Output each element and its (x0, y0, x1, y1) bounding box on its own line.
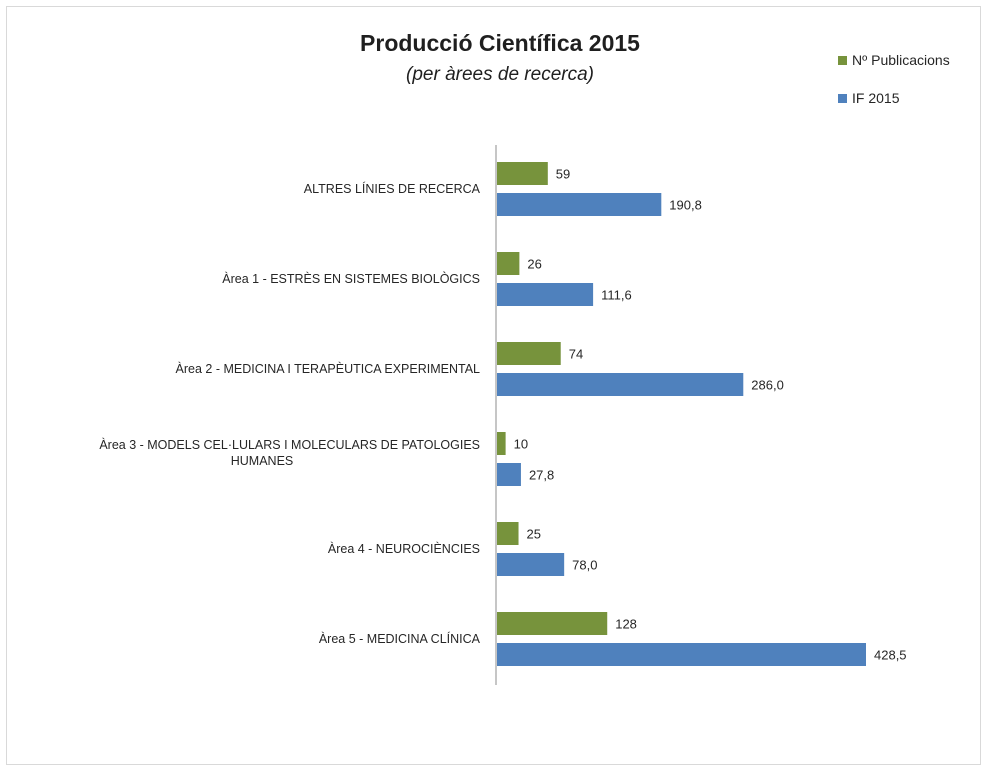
data-label-publicacions-3: 10 (514, 437, 528, 452)
category-label-0: ALTRES LÍNIES DE RECERCA (304, 181, 481, 196)
data-label-if-2: 286,0 (751, 378, 784, 393)
category-label-2: Àrea 2 - MEDICINA I TERAPÈUTICA EXPERIME… (176, 361, 481, 376)
data-label-if-0: 190,8 (669, 198, 702, 213)
bar-publicacions-4 (497, 522, 519, 545)
bar-if-0 (497, 193, 662, 216)
data-label-if-1: 111,6 (601, 288, 632, 303)
bar-if-2 (497, 373, 744, 396)
data-label-if-3: 27,8 (529, 468, 554, 483)
chart-frame (6, 6, 981, 765)
data-label-publicacions-0: 59 (556, 167, 570, 182)
chart-subtitle: (per àrees de recerca) (406, 64, 594, 85)
category-label-4: Àrea 4 - NEUROCIÈNCIES (328, 541, 480, 556)
data-label-if-4: 78,0 (572, 558, 597, 573)
legend-item-if: IF 2015 (838, 88, 950, 108)
data-label-if-5: 428,5 (874, 648, 907, 663)
bar-if-5 (497, 643, 866, 666)
legend-swatch-publicacions (838, 55, 847, 65)
category-label-5: Àrea 5 - MEDICINA CLÍNICA (319, 631, 481, 646)
legend-label-publicacions: Nº Publicacions (852, 52, 950, 68)
bar-if-3 (497, 463, 521, 486)
bar-publicacions-2 (497, 342, 561, 365)
bar-publicacions-0 (497, 162, 548, 185)
bar-publicacions-5 (497, 612, 608, 635)
category-label-3: Àrea 3 - MODELS CEL·LULARS I MOLECULARS … (99, 437, 480, 452)
category-label-1: Àrea 1 - ESTRÈS EN SISTEMES BIOLÒGICS (222, 271, 480, 286)
data-label-publicacions-1: 26 (527, 257, 541, 272)
bar-if-1 (497, 283, 594, 306)
data-label-publicacions-2: 74 (569, 347, 583, 362)
bar-publicacions-1 (497, 252, 520, 275)
legend-item-publicacions: Nº Publicacions (838, 50, 950, 70)
data-label-publicacions-5: 128 (615, 617, 637, 632)
data-label-publicacions-4: 25 (527, 527, 541, 542)
category-label-3-line1: HUMANES (231, 454, 294, 468)
bar-publicacions-3 (497, 432, 506, 455)
bar-if-4 (497, 553, 565, 576)
chart-title: Producció Científica 2015 (360, 30, 640, 56)
legend-swatch-if (838, 93, 847, 103)
legend-label-if: IF 2015 (852, 90, 900, 106)
chart-legend: Nº Publicacions IF 2015 (838, 50, 950, 126)
